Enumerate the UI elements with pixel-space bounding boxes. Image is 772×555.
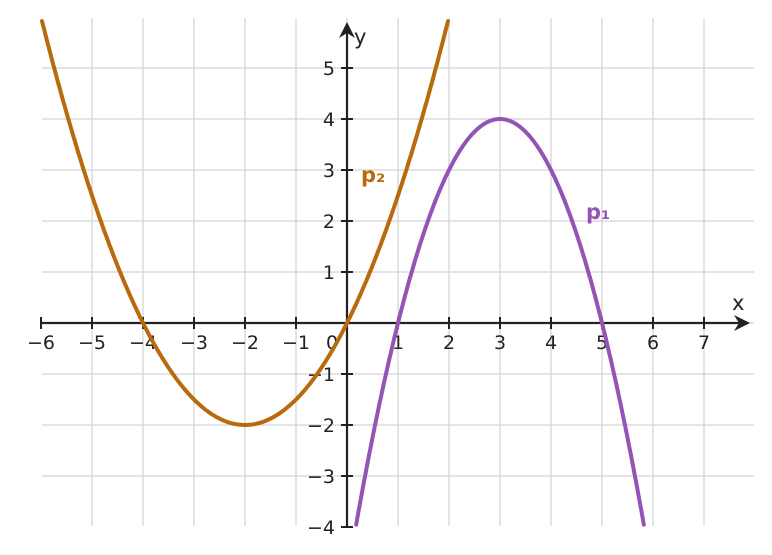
x-tick-label: −2: [231, 332, 259, 354]
y-tick-label: 4: [323, 109, 335, 131]
series-p1-label: p₁: [586, 200, 610, 224]
y-tick-label: −2: [307, 415, 335, 437]
curves: [40, 19, 646, 527]
grid: [42, 18, 754, 526]
series-p2-label: p₂: [361, 163, 385, 187]
x-tick-label: 6: [647, 332, 659, 354]
x-axis-arrow-icon: [734, 315, 750, 331]
x-tick-label: 3: [494, 332, 506, 354]
y-tick-label: −4: [307, 517, 335, 539]
series-p1-curve: [354, 117, 646, 527]
series-p2-curve: [40, 19, 450, 427]
x-tick-label: 2: [443, 332, 455, 354]
x-tick-label: 4: [545, 332, 557, 354]
x-axis-label: x: [732, 291, 744, 315]
x-tick-label: −5: [78, 332, 106, 354]
x-tick-label: −1: [282, 332, 310, 354]
y-axis-arrow-icon: [339, 22, 355, 38]
x-tick-label: 7: [698, 332, 710, 354]
x-tick-label: −3: [180, 332, 208, 354]
axes: x y: [42, 22, 750, 526]
y-tick-label: 3: [323, 160, 335, 182]
y-axis-label: y: [354, 25, 366, 49]
y-tick-label: 5: [323, 58, 335, 80]
x-tick-label: −6: [27, 332, 55, 354]
y-tick-label: −3: [307, 466, 335, 488]
y-tick-label: 2: [323, 211, 335, 233]
y-tick-label: 1: [323, 262, 335, 284]
